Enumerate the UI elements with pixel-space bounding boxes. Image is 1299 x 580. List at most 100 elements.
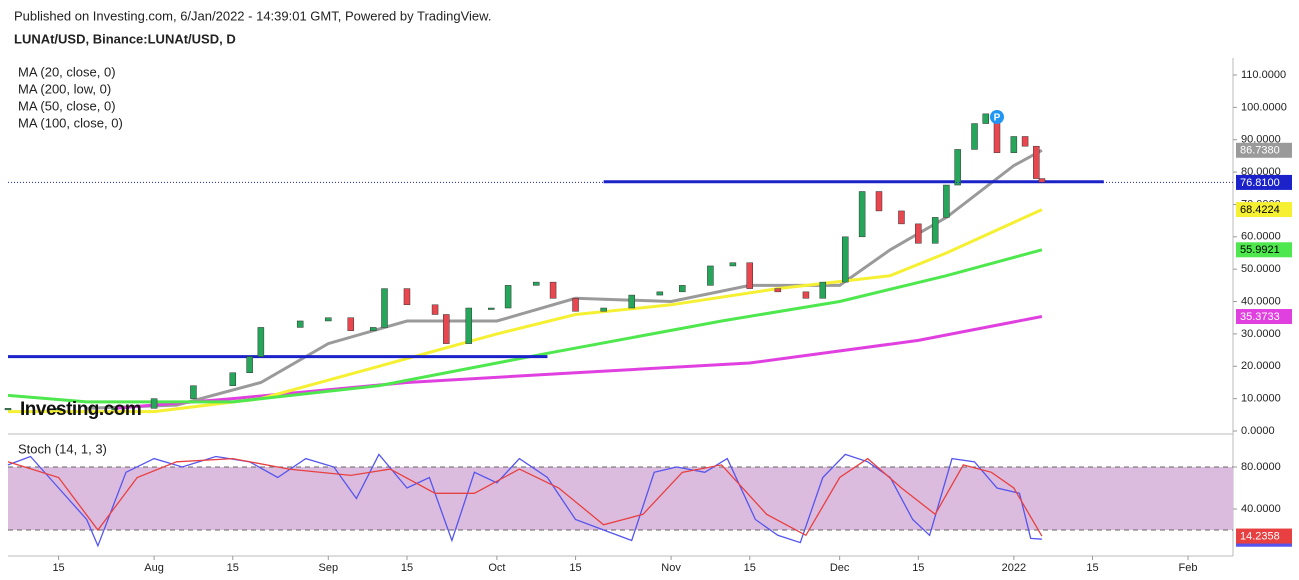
ma-last-label-bg [1236,202,1292,218]
candle [150,398,158,409]
x-tick-label: Nov [661,562,681,574]
candle [549,281,557,299]
candle [1010,136,1018,153]
y-tick-label: 40.0000 [1241,295,1281,307]
candle [600,307,607,312]
candle [915,223,922,244]
y-tick-label: 90.0000 [1241,134,1281,146]
candle [875,191,883,212]
ma-last-label: 86.7380 [1240,145,1280,157]
candle [532,281,540,286]
candle [190,385,197,399]
stoch-last-label-bg [1236,528,1292,544]
y-tick-label: 0.0000 [1241,425,1275,437]
candle [431,304,439,315]
y-tick-label: 10.0000 [1241,393,1281,405]
candle [4,408,12,411]
candle [488,307,495,310]
candle [572,298,579,312]
candle [971,123,978,150]
moving-average [8,208,1043,414]
event-marker: P [994,113,1001,124]
candle [257,327,265,357]
candle [246,356,253,373]
candle [898,210,905,225]
candle [403,288,411,306]
candle [504,285,512,309]
candle [465,307,473,344]
x-tick-label: 15 [401,562,413,574]
candle [347,317,355,331]
candle [296,320,304,328]
candle [325,317,332,322]
y-tick-label: 100.0000 [1241,101,1287,113]
candle [842,236,849,283]
stoch-band [8,467,1233,530]
x-tick-label: 2022 [1002,562,1026,574]
x-tick-label: Oct [488,562,505,574]
candle [943,184,950,218]
candle [746,262,753,289]
x-tick-label: 15 [227,562,239,574]
stoch-line [7,457,1043,537]
logo: Investing.com [20,399,141,420]
candle [982,113,990,124]
ma-last-label: 55.9921 [1240,244,1280,256]
moving-average [7,248,1043,404]
legend-entry: MA (200, low, 0) [18,81,111,96]
ma-last-label-bg [1236,142,1292,158]
ma-last-label-bg [1236,309,1292,325]
ma-last-label-bg [1236,242,1292,258]
candle [628,294,635,309]
indicator-title: Stoch (14, 1, 3) [18,441,107,456]
candle [931,217,939,244]
x-tick-label: 15 [569,562,581,574]
y-tick-label: 50.0000 [1241,263,1281,275]
event-marker-bg [989,110,1004,124]
y-tick-label: 80.0000 [1241,461,1281,473]
x-tick-label: 15 [52,562,64,574]
symbol-title: LUNAt/USD, Binance:LUNAt/USD, D [14,31,236,46]
legend-entry: MA (100, close, 0) [18,115,123,130]
candle [954,149,961,186]
candle [774,288,782,293]
candle [1033,145,1040,179]
candle [802,291,810,299]
moving-average [86,148,1043,410]
y-tick-label: 20.0000 [1241,360,1281,372]
candle [1021,136,1029,147]
x-tick-label: 15 [744,562,756,574]
candle [1038,178,1046,183]
y-tick-label: 110.0000 [1241,69,1286,81]
x-tick-label: Feb [1179,562,1198,574]
x-tick-label: 15 [1086,562,1098,574]
moving-average [114,315,1043,410]
candle [656,291,664,296]
candle [370,327,377,331]
x-tick-label: Sep [319,562,339,574]
ma-last-label: 35.3733 [1240,311,1280,323]
candle [707,265,714,286]
y-tick-label: 40.0000 [1241,503,1281,515]
legend-entry: MA (20, close, 0) [18,64,116,79]
candle [729,262,737,267]
last-price-label: 76.8100 [1240,177,1280,189]
candle [443,314,450,344]
x-tick-label: Aug [144,562,164,574]
candle [229,372,237,386]
last-price-label-bg [1236,174,1292,190]
candle [819,281,827,299]
publish-note: Published on Investing.com, 6/Jan/2022 -… [14,8,491,23]
candle [679,285,686,293]
ma-last-label: 68.4224 [1240,204,1280,216]
stoch-line [7,453,1042,548]
candle [858,191,866,238]
y-tick-label: 60.0000 [1241,231,1281,243]
candle [111,408,119,411]
x-tick-label: 15 [912,562,924,574]
legend-entry: MA (50, close, 0) [18,98,116,113]
candle [381,288,388,328]
candle [55,408,62,411]
stoch-last-label: 14.2358 [1240,530,1280,542]
